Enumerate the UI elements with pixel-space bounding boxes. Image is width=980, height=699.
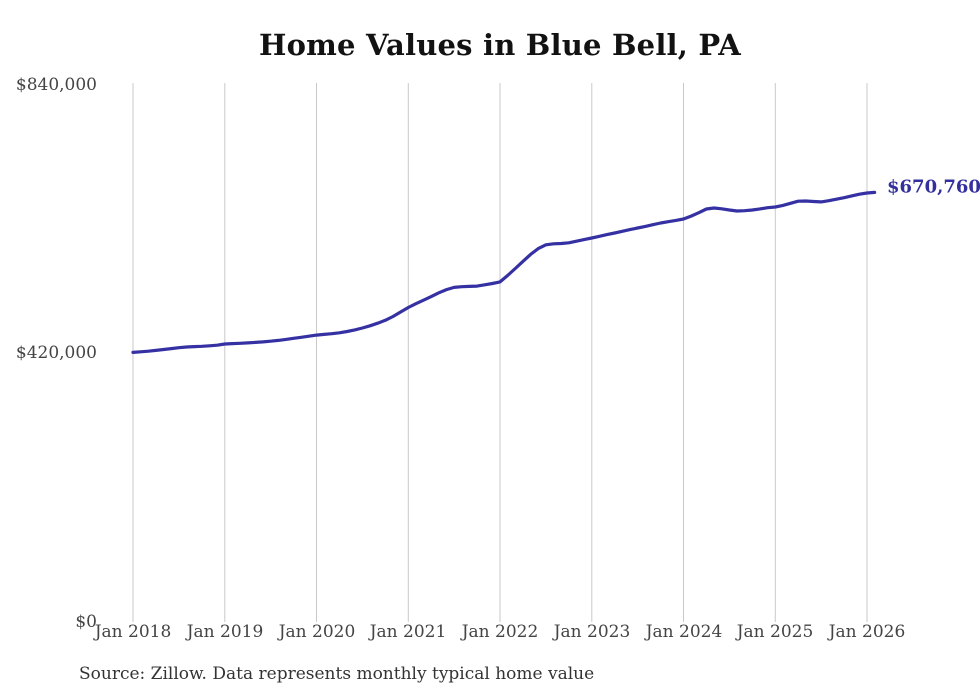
home-value-line xyxy=(131,190,877,354)
source-note: Source: Zillow. Data represents monthly … xyxy=(79,664,595,684)
x-axis-tick-2026: Jan 2026 xyxy=(828,622,906,642)
x-axis-tick-2018: Jan 2018 xyxy=(94,622,172,642)
x-axis-tick-2021: Jan 2021 xyxy=(369,622,447,642)
x-axis-tick-2019: Jan 2019 xyxy=(186,622,264,642)
x-axis-tick-2022: Jan 2022 xyxy=(461,622,539,642)
x-axis-tick-2023: Jan 2023 xyxy=(553,622,631,642)
y-axis-tick-0: $0 xyxy=(75,612,97,632)
latest-value-label: $670,760 xyxy=(887,176,980,198)
x-axis-tick-2020: Jan 2020 xyxy=(278,622,356,642)
chart-title: Home Values in Blue Bell, PA xyxy=(259,28,741,62)
y-axis-tick-840000: $840,000 xyxy=(15,75,97,95)
x-axis-tick-2024: Jan 2024 xyxy=(645,622,723,642)
x-axis-tick-2025: Jan 2025 xyxy=(736,622,814,642)
y-axis-tick-420000: $420,000 xyxy=(15,343,97,363)
